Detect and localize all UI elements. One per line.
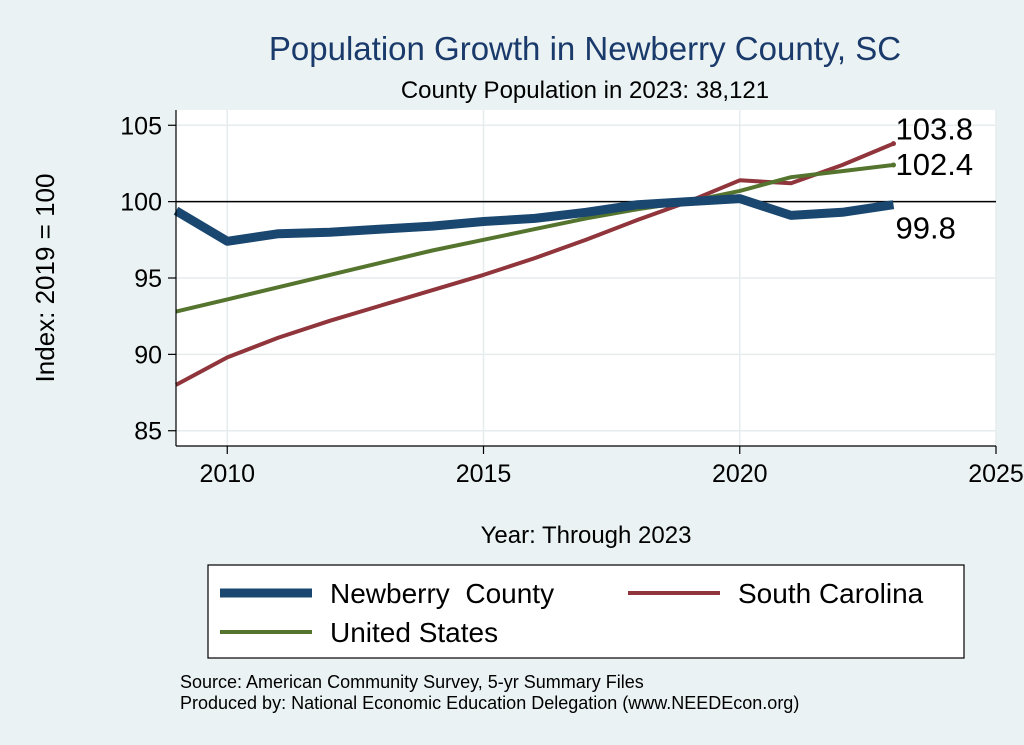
x-tick-label: 2015 [456, 460, 512, 488]
chart-title: Population Growth in Newberry County, SC [269, 30, 901, 67]
end-label: 99.8 [896, 211, 956, 246]
y-tick-label: 95 [134, 265, 162, 293]
producer-note: Produced by: National Economic Education… [180, 693, 799, 713]
y-axis-label: Index: 2019 = 100 [30, 174, 60, 383]
series-end-marker [891, 141, 896, 147]
series-line-newberry-county [173, 194, 895, 246]
x-tick-label: 2010 [199, 460, 255, 488]
x-tick-label: 2020 [712, 460, 768, 488]
source-note: Source: American Community Survey, 5-yr … [180, 672, 644, 692]
series-line-united-states [175, 163, 894, 314]
y-tick-label: 85 [134, 418, 162, 446]
y-tick-label: 105 [120, 112, 162, 140]
legend-box [207, 564, 965, 659]
end-label: 103.8 [896, 112, 974, 147]
y-tick-label: 100 [120, 189, 162, 217]
legend-label-newberry: Newberry County [330, 578, 554, 609]
end-label: 102.4 [896, 147, 974, 182]
x-tick-label: 2025 [968, 460, 1024, 488]
series-end-marker [891, 162, 896, 168]
series-lines [173, 141, 896, 387]
legend: Newberry County South Carolina United St… [207, 564, 965, 659]
legend-label-united-states: United States [330, 617, 498, 648]
chart-subtitle: County Population in 2023: 38,121 [401, 77, 769, 104]
legend-label-south-carolina: South Carolina [738, 578, 924, 609]
axis-ticks: 85 90 95 100 105 2010 2015 2020 2025 [120, 112, 1024, 488]
x-axis-label: Year: Through 2023 [481, 522, 692, 549]
y-tick-label: 90 [134, 341, 162, 369]
